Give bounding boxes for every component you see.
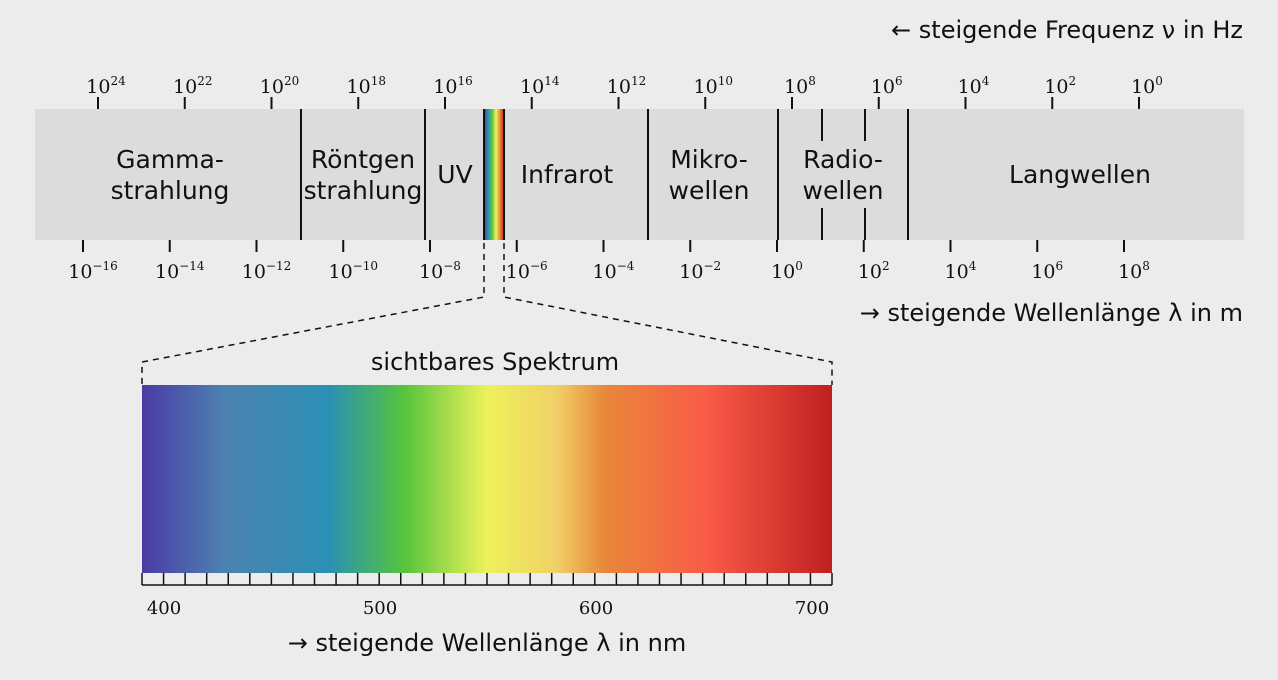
region-infrared-label: Infrarot: [521, 160, 614, 189]
freq-label-2: 1020: [260, 74, 299, 98]
zoom-line-right: [503, 243, 833, 385]
region-xray-line1: Röntgen: [311, 145, 415, 174]
wave-label-4: 10−8: [419, 259, 461, 283]
freq-label-8: 108: [784, 74, 816, 98]
region-microwave-line1: Mikro-: [670, 145, 748, 174]
freq-label-11: 102: [1044, 74, 1076, 98]
wave-label-0: 10−16: [68, 259, 118, 283]
freq-label-4: 1016: [433, 74, 472, 98]
visible-light-strip: [484, 109, 504, 240]
frequency-axis-title: ← steigende Frequenz ν in Hz: [891, 16, 1243, 44]
region-gamma-line2: strahlung: [111, 176, 230, 205]
freq-label-1: 1022: [173, 74, 212, 98]
wave-label-5: 10−6: [506, 259, 548, 283]
freq-label-10: 104: [958, 74, 990, 98]
wave-label-7: 10−2: [679, 259, 721, 283]
wave-label-2: 10−12: [242, 259, 292, 283]
nm-ruler: [141, 573, 833, 586]
visible-spectrum-gradient: [142, 385, 832, 573]
wave-label-6: 10−4: [593, 259, 635, 283]
wave-label-8: 100: [771, 259, 803, 283]
spectrum-band: [35, 109, 1244, 240]
zoom-line-left: [141, 243, 485, 385]
freq-label-6: 1012: [607, 74, 646, 98]
freq-label-9: 106: [871, 74, 903, 98]
nm-label-600: 600: [579, 598, 613, 619]
wave-label-1: 10−14: [155, 259, 205, 283]
wave-label-9: 102: [858, 259, 890, 283]
wave-label-10: 104: [945, 259, 977, 283]
region-xray-line2: strahlung: [304, 176, 423, 205]
freq-label-5: 1014: [520, 74, 560, 98]
freq-label-12: 100: [1131, 74, 1163, 98]
wavelength-axis-title: → steigende Wellenlänge λ in m: [860, 299, 1243, 327]
freq-label-7: 1010: [694, 74, 733, 98]
wave-label-11: 106: [1031, 259, 1063, 283]
zoom-connector: [141, 243, 833, 385]
freq-label-0: 1024: [86, 74, 126, 98]
region-dividers: [300, 109, 909, 240]
region-uv-label: UV: [437, 160, 472, 189]
region-radio-line2: wellen: [803, 176, 884, 205]
frequency-ticks: 1024 1022 1020 1018 1016 1014 1012 1010 108 106 10…: [86, 74, 1163, 109]
wave-label-12: 108: [1118, 259, 1150, 283]
wavelength-ticks: 10−16 10−14 10−12 10−10 10−8 10−6 10−4 10−2 100 1…: [68, 240, 1150, 283]
wave-label-3: 10−10: [328, 259, 378, 283]
nm-label-700: 700: [795, 598, 829, 619]
nm-label-400: 400: [147, 598, 181, 619]
nm-axis-title: → steigende Wellenlänge λ in nm: [288, 629, 686, 657]
freq-label-3: 1018: [347, 74, 386, 98]
region-microwave-line2: wellen: [669, 176, 750, 205]
nm-labels: 400 500 600 700: [147, 598, 829, 619]
nm-label-500: 500: [363, 598, 397, 619]
region-longwave-label: Langwellen: [1009, 160, 1151, 189]
region-gamma-line1: Gamma-: [116, 145, 224, 174]
visible-spectrum-title: sichtbares Spektrum: [371, 348, 619, 376]
region-radio-line1: Radio-: [803, 145, 883, 174]
region-labels: Gamma- strahlung Röntgen strahlung UV In…: [111, 145, 1151, 205]
